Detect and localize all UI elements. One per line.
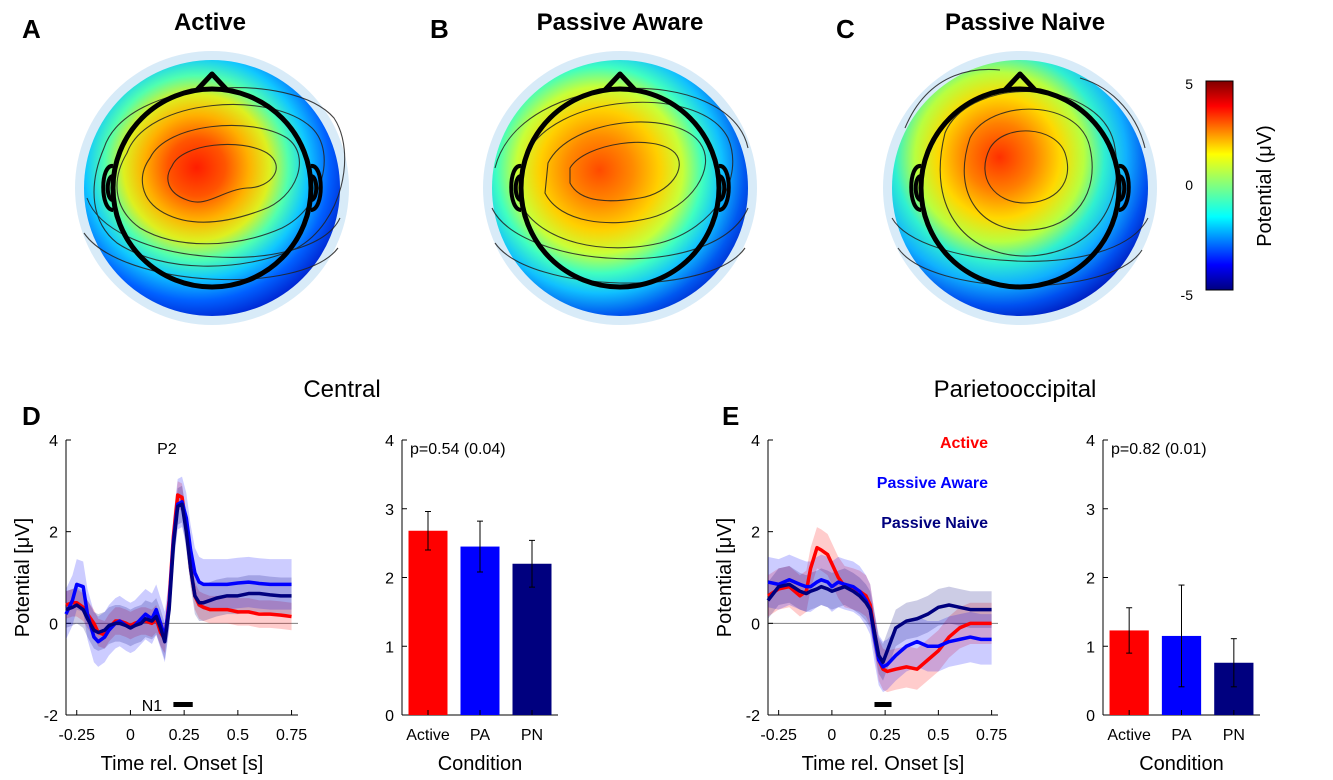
category-label-pa: PA bbox=[1171, 727, 1191, 744]
x-tick-label: 0.25 bbox=[169, 727, 200, 744]
y-axis-label: Potential [μV] bbox=[12, 518, 34, 637]
y-tick-label: 4 bbox=[1086, 433, 1095, 450]
y-tick-label: 0 bbox=[49, 616, 58, 633]
y-tick-label: 3 bbox=[385, 502, 394, 519]
trough-label-n1: N1 bbox=[142, 698, 163, 715]
y-tick-label: 2 bbox=[1086, 571, 1095, 588]
panel-letter-d: D bbox=[22, 401, 41, 431]
panel-letter-e: E bbox=[722, 401, 739, 431]
y-tick-label: 3 bbox=[1086, 502, 1095, 519]
significance-bar bbox=[874, 702, 892, 707]
y-tick-label: 2 bbox=[751, 525, 760, 542]
bar-active bbox=[408, 530, 448, 715]
legend-entry-active: Active bbox=[940, 435, 988, 452]
y-axis-label: Potential [μV] bbox=[714, 518, 736, 637]
y-tick-label: 0 bbox=[751, 616, 760, 633]
x-tick-label: 0.5 bbox=[227, 727, 249, 744]
x-axis-label: Condition bbox=[1139, 753, 1224, 775]
x-tick-label: -0.25 bbox=[59, 727, 96, 744]
colorbar-gradient bbox=[1205, 80, 1234, 291]
confidence-band-passive-naive bbox=[66, 485, 292, 660]
y-tick-label: 2 bbox=[49, 525, 58, 542]
panel-letter-c: C bbox=[836, 14, 855, 44]
y-tick-label: 1 bbox=[1086, 639, 1095, 656]
significance-bar bbox=[173, 702, 193, 707]
x-axis-label: Time rel. Onset [s] bbox=[101, 753, 264, 775]
confidence-band-passive-aware bbox=[66, 476, 292, 667]
erp-plot-central: -2 0 2 4 -0.25 0 0.25 0.5 0.75 Time rel. Onset [s… bbox=[12, 433, 307, 775]
y-tick-label: 4 bbox=[49, 433, 58, 450]
section-title-central: Central bbox=[303, 376, 380, 403]
bar-pn bbox=[512, 563, 552, 715]
erp-line-passive-naive bbox=[65, 502, 292, 644]
category-label-pn: PN bbox=[1223, 727, 1245, 744]
y-tick-label: 4 bbox=[751, 433, 760, 450]
legend-entry-passive-aware: Passive Aware bbox=[877, 475, 988, 492]
x-tick-label: 0 bbox=[827, 727, 836, 744]
category-label-active: Active bbox=[1107, 727, 1151, 744]
x-axis-label: Time rel. Onset [s] bbox=[802, 753, 965, 775]
category-label-active: Active bbox=[406, 727, 450, 744]
p-value-annotation: p=0.82 (0.01) bbox=[1111, 441, 1207, 458]
x-axis-label: Condition bbox=[438, 753, 523, 775]
y-tick-label: 4 bbox=[385, 433, 394, 450]
section-title-parietooccipital: Parietooccipital bbox=[934, 376, 1097, 403]
topomap-active bbox=[75, 51, 349, 325]
topomap-passive-aware bbox=[483, 51, 757, 325]
confidence-band-passive-naive bbox=[768, 566, 992, 681]
y-tick-label: 1 bbox=[385, 639, 394, 656]
x-tick-label: 0.75 bbox=[276, 727, 307, 744]
panel-letter-a: A bbox=[22, 14, 41, 44]
p-value-annotation: p=0.54 (0.04) bbox=[410, 441, 506, 458]
y-tick-label: 2 bbox=[385, 571, 394, 588]
bar-plot-central: 0 1 2 3 4 Active PA PN Condition p=0.54 (0.04) bbox=[385, 433, 558, 775]
y-tick-label: 0 bbox=[1086, 708, 1095, 725]
category-label-pa: PA bbox=[470, 727, 490, 744]
y-tick-label: 0 bbox=[385, 708, 394, 725]
erp-plot-parietooccipital: -2 0 2 4 -0.25 0 0.25 0.5 0.75 Time rel. Onset [s… bbox=[714, 433, 1007, 775]
colorbar-tick-max: 5 bbox=[1185, 76, 1193, 92]
colorbar-tick-zero: 0 bbox=[1185, 177, 1193, 193]
colorbar: 5 0 -5 Potential (μV) bbox=[1181, 76, 1276, 303]
x-tick-label: 0.5 bbox=[927, 727, 949, 744]
erp-line-active bbox=[767, 545, 992, 674]
x-tick-label: -0.25 bbox=[760, 727, 797, 744]
y-tick-label: -2 bbox=[44, 708, 58, 725]
y-tick-label: -2 bbox=[746, 708, 760, 725]
colorbar-label: Potential (μV) bbox=[1254, 125, 1276, 247]
bar-plot-parietooccipital: 0 1 2 3 4 Active PA PN Condition p=0.82 (0.01) bbox=[1086, 433, 1260, 775]
panel-letter-b: B bbox=[430, 14, 449, 44]
topomap-title-passive-aware: Passive Aware bbox=[537, 9, 704, 36]
x-tick-label: 0.75 bbox=[976, 727, 1007, 744]
topomap-passive-naive bbox=[883, 51, 1157, 325]
topomap-title-passive-naive: Passive Naive bbox=[945, 9, 1105, 36]
topomap-title-active: Active bbox=[174, 9, 246, 36]
bar-pa bbox=[460, 546, 500, 715]
peak-label-p2: P2 bbox=[157, 441, 177, 458]
x-tick-label: 0.25 bbox=[870, 727, 901, 744]
erp-line-passive-naive bbox=[766, 582, 992, 665]
colorbar-tick-min: -5 bbox=[1181, 287, 1194, 303]
category-label-pn: PN bbox=[521, 727, 543, 744]
x-tick-label: 0 bbox=[126, 727, 135, 744]
legend-entry-passive-naive: Passive Naive bbox=[881, 515, 988, 532]
